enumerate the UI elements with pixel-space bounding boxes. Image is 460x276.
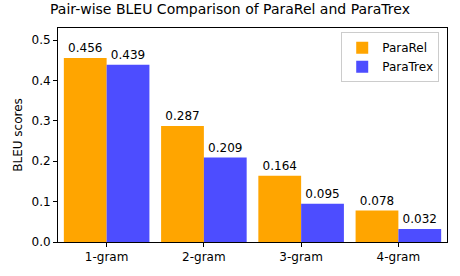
svg-text:3-gram: 3-gram [279,250,323,264]
svg-text:0.1: 0.1 [32,195,51,209]
svg-text:Pair-wise BLEU Comparison of P: Pair-wise BLEU Comparison of ParaRel and… [50,1,410,17]
svg-text:0.095: 0.095 [305,187,339,201]
svg-text:0.0: 0.0 [32,235,51,249]
svg-text:0.032: 0.032 [403,212,437,226]
svg-text:1-gram: 1-gram [85,250,129,264]
svg-text:0.5: 0.5 [32,33,51,47]
svg-text:BLEU scores: BLEU scores [11,98,25,172]
svg-text:4-gram: 4-gram [377,250,421,264]
svg-text:0.164: 0.164 [263,159,297,173]
svg-text:0.287: 0.287 [165,109,199,123]
svg-text:ParaRel: ParaRel [382,41,427,55]
svg-text:0.456: 0.456 [68,41,102,55]
svg-text:0.078: 0.078 [360,194,394,208]
svg-text:0.4: 0.4 [32,74,51,88]
svg-text:0.2: 0.2 [32,154,51,168]
svg-text:2-gram: 2-gram [182,250,226,264]
svg-text:0.209: 0.209 [208,141,242,155]
svg-text:ParaTrex: ParaTrex [382,60,433,74]
svg-text:0.3: 0.3 [32,114,51,128]
svg-text:0.439: 0.439 [111,48,145,62]
